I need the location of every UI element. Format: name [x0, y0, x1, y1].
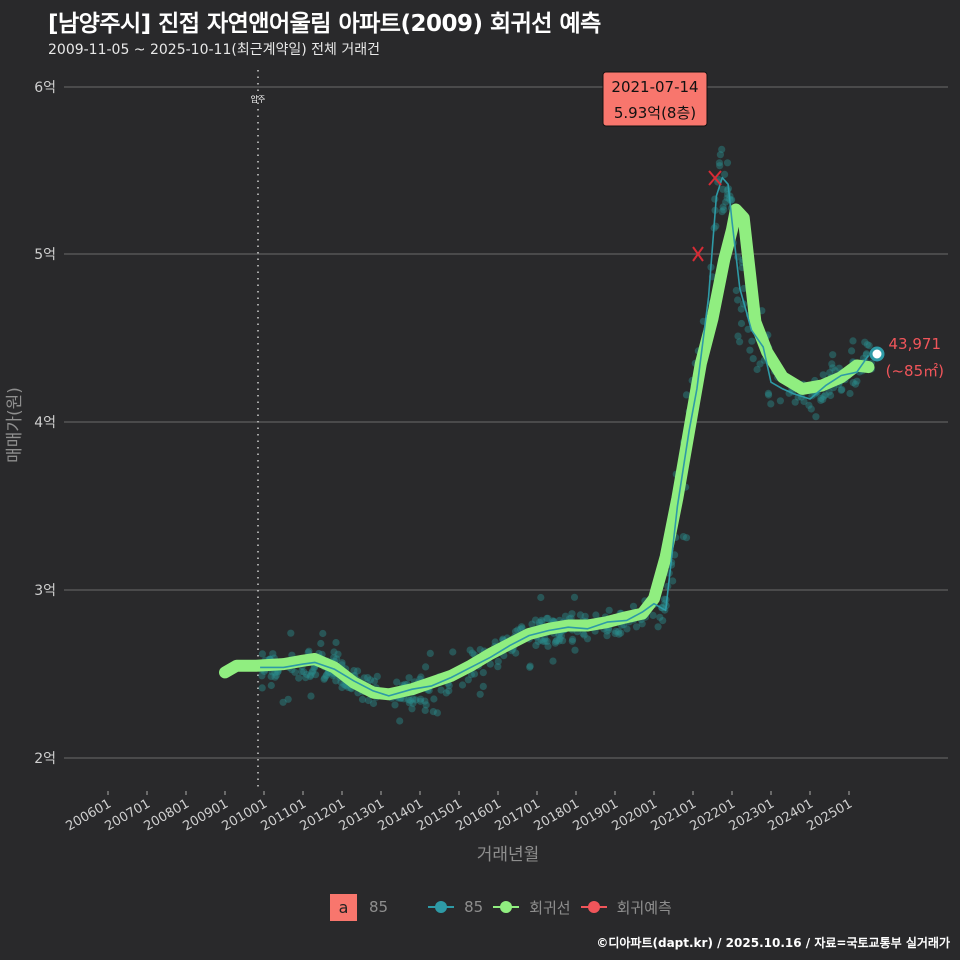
callout-date: 2021-07-14 — [611, 78, 698, 96]
legend-forecast-icon — [580, 901, 607, 913]
callout-price: 5.93억(8층) — [614, 104, 696, 122]
legend-item-forecast: 회귀예측 — [580, 897, 672, 918]
chart-subtitle: 2009-11-05 ~ 2025-10-11(최근계약일) 전체 거래건 — [48, 42, 380, 58]
legend: a 85 85 회귀선 회귀예측 — [330, 893, 682, 921]
legend-regression-label: 회귀선 — [529, 898, 571, 917]
max-price-callout: 2021-07-14 5.93억(8층) — [602, 71, 708, 127]
legend-item-regression: 회귀선 — [493, 897, 571, 918]
y-tick-4: 4억 — [34, 415, 56, 431]
x-axis-title: 거래년월 — [477, 845, 540, 865]
chart-title: [남양주시] 진접 자연앤어울림 아파트(2009) 회귀선 예측 — [48, 11, 601, 37]
x-tick-label: 202501 — [805, 796, 855, 834]
legend-forecast-label: 회귀예측 — [616, 898, 672, 917]
move-in-label: 입주 — [251, 95, 266, 104]
legend-fill-label: 85 — [369, 898, 389, 916]
x-axis-ticks: 2006012007012008012009012010012011012012… — [64, 791, 855, 834]
legend-85-label: 85 — [464, 898, 484, 916]
legend-85-icon — [428, 901, 455, 913]
last-value-label: 43,971 — [889, 335, 942, 353]
footer-credit: ©디아파트(dapt.kr) / 2025.10.16 / 자료=국토교통부 실… — [596, 936, 950, 950]
y-tick-3: 3억 — [34, 583, 56, 599]
legend-regression-icon — [493, 901, 520, 913]
gridlines — [64, 86, 948, 759]
scatter-points — [256, 145, 876, 725]
y-tick-5: 5억 — [34, 247, 56, 263]
y-axis-title: 매매가(원) — [5, 387, 25, 463]
legend-item-85: 85 — [428, 898, 483, 916]
series-85-line — [260, 176, 870, 697]
y-tick-6: 6억 — [34, 80, 56, 96]
forecast-markers — [692, 170, 722, 262]
legend-fill-key: a — [330, 893, 357, 921]
y-tick-2: 2억 — [34, 751, 56, 767]
last-area-label: (~85㎡) — [886, 362, 944, 380]
y-axis-ticks: 6억 5억 4억 3억 2억 — [34, 80, 56, 767]
last-point-marker — [869, 346, 885, 362]
